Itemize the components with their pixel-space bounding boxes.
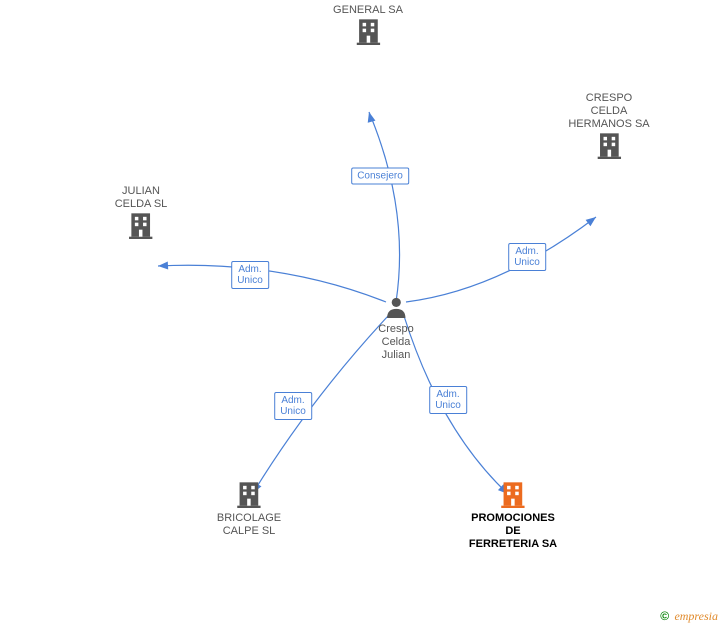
edge-label-julian_celda: Adm. Unico bbox=[231, 261, 269, 289]
copyright-symbol: © bbox=[660, 609, 669, 623]
company-node-crespo_herm[interactable]: CRESPO CELDA HERMANOS SA bbox=[568, 92, 649, 163]
edge-label-nireo: Consejero bbox=[351, 168, 409, 185]
company-label: CRESPO CELDA HERMANOS SA bbox=[568, 92, 649, 131]
edge-julian_celda bbox=[158, 265, 386, 302]
company-label: NIREO CORPORACION GENERAL SA bbox=[326, 0, 409, 17]
edge-arrow-nireo bbox=[368, 112, 376, 123]
building-icon bbox=[595, 131, 623, 159]
edge-nireo bbox=[369, 112, 400, 302]
company-node-promociones[interactable]: PROMOCIONES DE FERRETERIA SA bbox=[469, 480, 557, 551]
center-node-person[interactable]: Crespo Celda Julian bbox=[378, 295, 413, 362]
company-label: BRICOLAGE CALPE SL bbox=[217, 512, 281, 538]
building-icon bbox=[235, 480, 263, 508]
brand-name: empresia bbox=[674, 609, 718, 623]
person-icon bbox=[385, 295, 407, 319]
edge-label-promociones: Adm. Unico bbox=[429, 386, 467, 414]
edge-crespo_herm bbox=[406, 217, 596, 302]
edge-arrow-crespo_herm bbox=[586, 217, 596, 226]
footer-attribution: © empresia bbox=[660, 609, 718, 624]
company-label: PROMOCIONES DE FERRETERIA SA bbox=[469, 512, 557, 551]
company-node-nireo[interactable]: NIREO CORPORACION GENERAL SA bbox=[326, 0, 409, 49]
building-icon bbox=[354, 17, 382, 45]
edge-arrow-julian_celda bbox=[158, 261, 168, 269]
center-label: Crespo Celda Julian bbox=[378, 323, 413, 362]
building-icon bbox=[127, 211, 155, 239]
building-icon bbox=[499, 480, 527, 508]
company-node-bricolage[interactable]: BRICOLAGE CALPE SL bbox=[217, 480, 281, 538]
company-label: JULIAN CELDA SL bbox=[115, 185, 168, 211]
edge-label-crespo_herm: Adm. Unico bbox=[508, 243, 546, 271]
edge-label-bricolage: Adm. Unico bbox=[274, 392, 312, 420]
company-node-julian_celda[interactable]: JULIAN CELDA SL bbox=[115, 185, 168, 243]
